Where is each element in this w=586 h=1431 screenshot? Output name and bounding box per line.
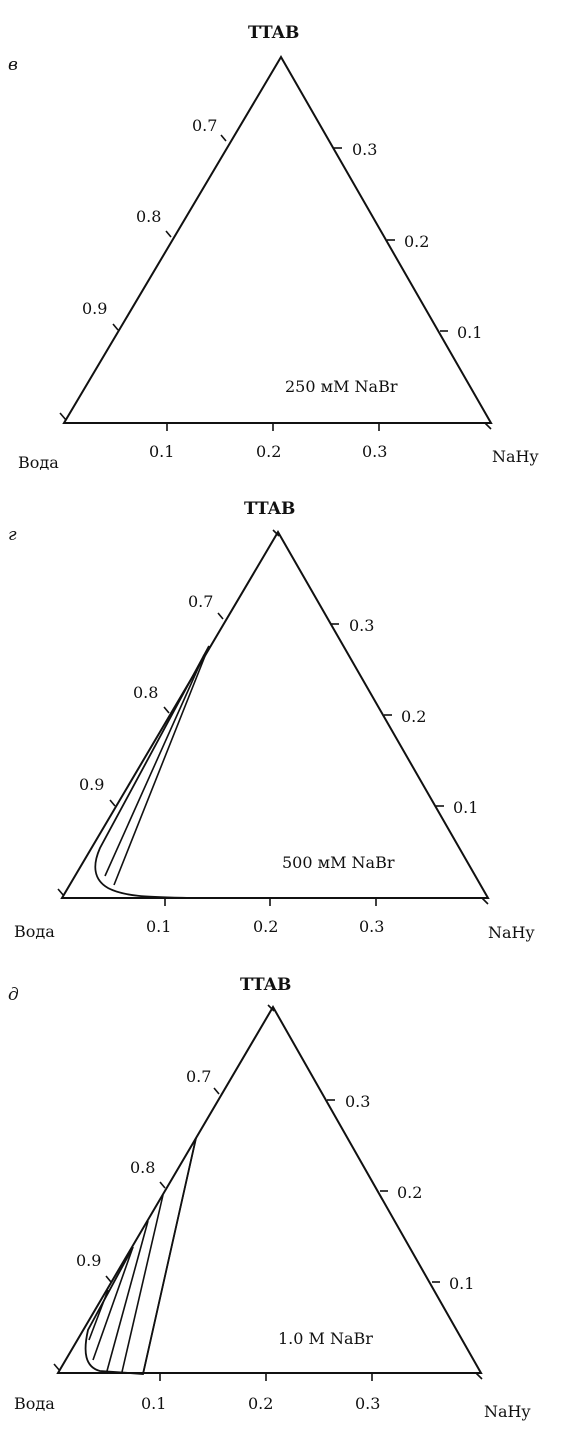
right-tick-label: 0.3	[352, 140, 377, 159]
left-tick-label: 0.8	[130, 1158, 155, 1177]
left-tick	[112, 323, 119, 331]
panel-letter: г	[8, 525, 17, 545]
tie-line	[92, 1246, 134, 1361]
top-tick	[267, 1004, 275, 1012]
bottom-tick-label: 0.1	[146, 917, 171, 936]
bottom-tick	[475, 1372, 483, 1380]
right-tick-label: 0.1	[457, 323, 482, 342]
right-tick-label: 0.2	[404, 232, 429, 251]
right-tick-label: 0.3	[345, 1092, 370, 1111]
right-tick-label: 0.1	[449, 1274, 474, 1293]
left-tick	[165, 230, 172, 238]
left-tick-label: 0.7	[186, 1067, 211, 1086]
left-tick	[159, 1181, 166, 1189]
panel-letter: д	[8, 985, 19, 1005]
right-vertex-label: NaHy	[484, 1402, 531, 1421]
phase-boundary	[94, 645, 210, 899]
panel-500mm: г TTAB Вода NaHy 0.7 0.8 0.9 0.3 0.2 0.1…	[8, 499, 535, 942]
top-vertex-label: TTAB	[240, 975, 291, 995]
left-tick	[105, 1275, 112, 1283]
left-vertex-label: Вода	[14, 922, 55, 941]
top-vertex-label: TTAB	[244, 499, 295, 519]
panel-250mm: в TTAB Вода NaHy 0.7 0.8 0.9 0.3 0.2 0.1…	[8, 23, 539, 472]
tie-line	[113, 645, 210, 886]
tie-line	[88, 1289, 109, 1341]
bottom-tick-label: 0.3	[359, 917, 384, 936]
left-tick	[109, 799, 116, 807]
left-tick-label: 0.9	[76, 1251, 101, 1270]
top-tick	[272, 529, 280, 537]
tie-line	[104, 654, 205, 877]
bottom-tick-label: 0.3	[362, 442, 387, 461]
left-tick	[163, 706, 170, 714]
panel-letter: в	[8, 55, 18, 75]
left-tick	[53, 1363, 61, 1372]
bottom-tick-label: 0.2	[248, 1394, 273, 1413]
left-vertex-label: Вода	[14, 1394, 55, 1413]
triangle-outline	[60, 530, 490, 899]
bottom-tick	[484, 422, 492, 430]
right-vertex-label: NaHy	[488, 923, 535, 942]
tie-line	[106, 1220, 149, 1372]
left-tick	[217, 612, 224, 620]
right-tick-label: 0.3	[349, 616, 374, 635]
left-tick	[59, 412, 67, 421]
triangle-outline	[62, 55, 493, 424]
bottom-tick-label: 0.1	[149, 442, 174, 461]
left-tick	[57, 888, 65, 897]
left-tick-label: 0.7	[188, 592, 213, 611]
right-vertex-label: NaHy	[492, 447, 539, 466]
top-vertex-label: TTAB	[248, 23, 299, 43]
condition-label: 1.0 M NaBr	[278, 1329, 373, 1348]
tie-line	[121, 1194, 164, 1373]
panel-1m: д TTAB Вода NaHy 0.7 0.8 0.9 0.3 0.2 0.1…	[8, 975, 531, 1421]
left-vertex-label: Вода	[18, 453, 59, 472]
bottom-tick-label: 0.2	[253, 917, 278, 936]
left-tick-label: 0.7	[192, 116, 217, 135]
left-tick	[220, 134, 227, 142]
triangle-outline	[56, 1005, 483, 1374]
bottom-tick-label: 0.1	[141, 1394, 166, 1413]
condition-label: 250 мМ NaBr	[285, 377, 398, 396]
left-tick-label: 0.8	[133, 683, 158, 702]
condition-label: 500 мМ NaBr	[282, 853, 395, 872]
left-tick-label: 0.8	[136, 207, 161, 226]
bottom-tick-label: 0.3	[355, 1394, 380, 1413]
left-tick	[213, 1087, 220, 1095]
right-tick-label: 0.2	[397, 1183, 422, 1202]
phase-boundary	[84, 1137, 197, 1375]
left-tick-label: 0.9	[79, 775, 104, 794]
right-tick-label: 0.1	[453, 798, 478, 817]
tie-line	[142, 1137, 197, 1375]
bottom-tick	[481, 897, 489, 905]
bottom-tick-label: 0.2	[256, 442, 281, 461]
right-tick-label: 0.2	[401, 707, 426, 726]
left-tick-label: 0.9	[82, 299, 107, 318]
